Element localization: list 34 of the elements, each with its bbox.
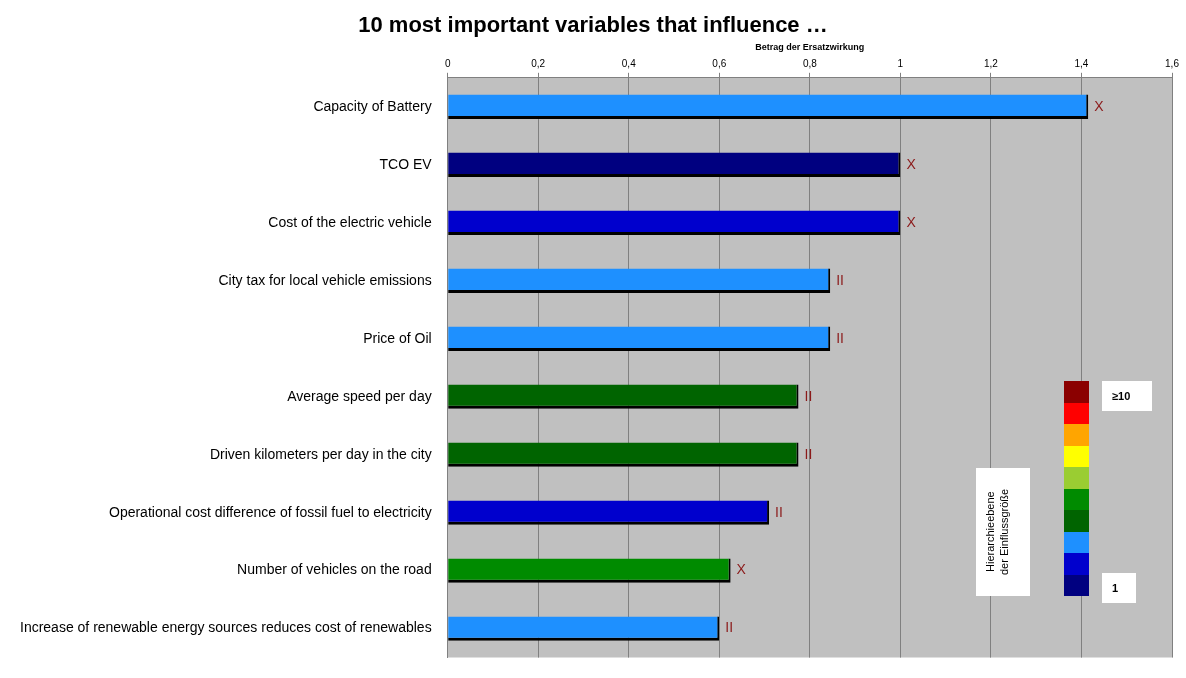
y-tick-label: Cost of the electric vehicle [268, 213, 432, 230]
y-tick-label: Number of vehicles on the road [237, 561, 432, 578]
text-box: ≥10 [1102, 381, 1152, 411]
text-box: Hierarchieebene der Einflussgröße [976, 468, 1030, 596]
data-label: II [804, 445, 813, 462]
chart-title: 10 most important variables that influence … [357, 12, 829, 38]
data-label: X [906, 213, 917, 230]
x-axis-title: Betrag der Ersatzwirkung [755, 41, 865, 52]
x-tick-label: 1,2 [983, 57, 999, 69]
y-tick-label: Driven kilometers per day in the city [209, 445, 432, 462]
y-tick-label: City tax for local vehicle emissions [218, 271, 432, 288]
y-tick-label: Capacity of Battery [313, 97, 432, 114]
data-label: II [804, 387, 813, 404]
data-label: II [775, 503, 783, 520]
y-tick-label: Average speed per day [287, 387, 432, 404]
data-label: II [836, 271, 844, 288]
x-tick-label: 0,8 [802, 57, 818, 69]
x-tick-label: 0,6 [712, 57, 727, 69]
text-box: 1 [1102, 573, 1136, 603]
x-tick-label: 0,4 [621, 57, 637, 69]
x-tick-label: 0,2 [531, 57, 546, 69]
x-tick-label: 1 [897, 57, 904, 69]
y-tick-label: Operational cost difference of fossil fuel to electricity [108, 503, 432, 520]
x-tick-label: 1,4 [1074, 57, 1089, 69]
y-tick-label: Increase of renewable energy sources reduces cost of renewables [19, 619, 432, 636]
x-tick-label: 1,6 [1165, 57, 1180, 69]
x-tick-label: 0 [444, 57, 451, 69]
y-tick-label: Price of Oil [363, 329, 432, 346]
data-label: X [906, 155, 917, 172]
data-label: X [736, 561, 747, 578]
y-tick-label: TCO EV [379, 155, 433, 172]
data-label: II [836, 329, 844, 346]
data-label: II [725, 619, 734, 636]
data-label: X [1094, 97, 1105, 114]
